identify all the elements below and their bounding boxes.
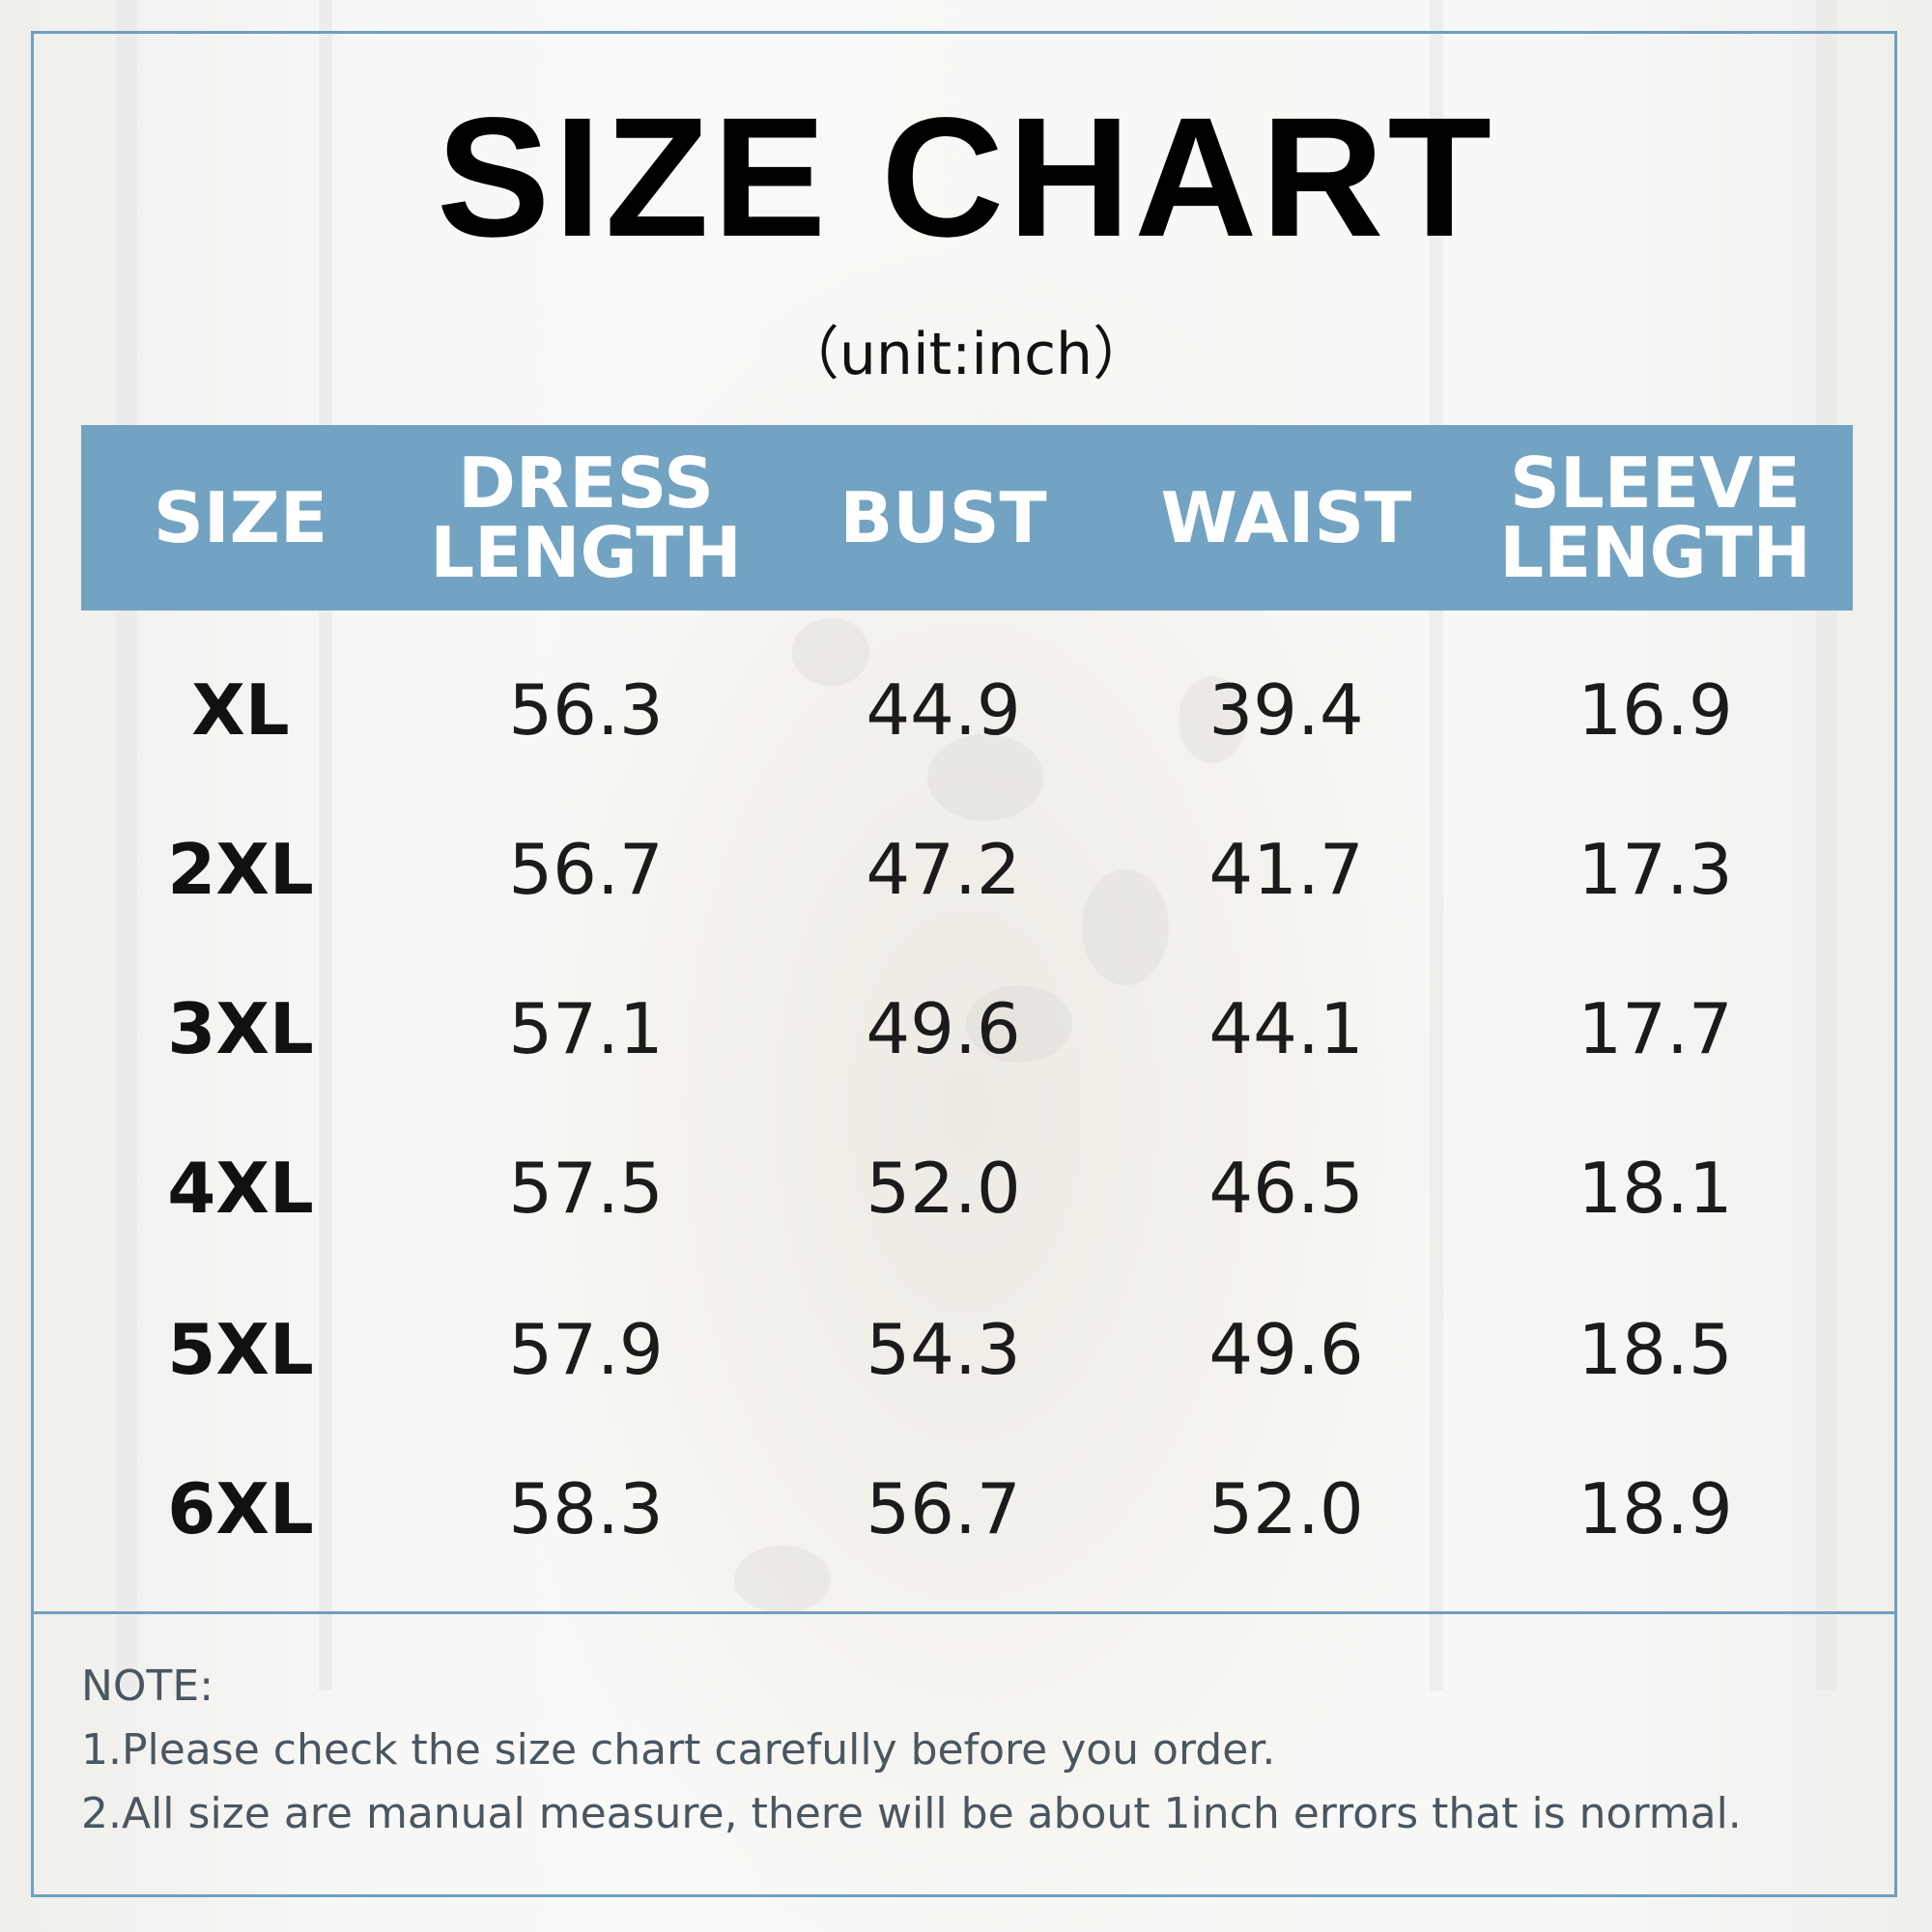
header-sleeve-length: SLEEVE LENGTH [1499, 442, 1811, 593]
note-line-2: 2.All size are manual measure, there wil… [81, 1789, 1742, 1838]
header-bust: BUST [839, 477, 1047, 558]
unit-label: （unit:inch） [781, 321, 1151, 388]
waist-cell: 41.7 [1208, 829, 1364, 910]
header-waist: WAIST [1160, 477, 1412, 558]
sleeve-length-cell: 18.1 [1577, 1148, 1733, 1229]
waist-cell: 49.6 [1208, 1309, 1364, 1390]
sleeve-length-cell: 18.5 [1577, 1309, 1733, 1390]
size-cell: 2XL [167, 829, 314, 910]
chart-frame [31, 31, 1897, 1897]
page-title: SIZE CHART [437, 83, 1495, 272]
note-heading: NOTE: [81, 1662, 214, 1711]
note-line-1: 1.Please check the size chart carefully … [81, 1725, 1276, 1775]
dress-length-cell: 57.5 [508, 1148, 664, 1229]
size-cell: 6XL [167, 1468, 314, 1549]
dress-length-cell: 57.9 [508, 1309, 664, 1390]
sleeve-length-cell: 16.9 [1577, 669, 1733, 751]
bust-cell: 56.7 [866, 1468, 1021, 1549]
header-size: SIZE [153, 477, 328, 558]
bust-cell: 44.9 [866, 669, 1021, 751]
dress-length-cell: 57.1 [508, 988, 664, 1069]
table-row: 5XL 57.9 54.3 49.6 18.5 [0, 1292, 1932, 1407]
waist-cell: 46.5 [1208, 1148, 1364, 1229]
bust-cell: 49.6 [866, 988, 1021, 1069]
table-row: 4XL 57.5 52.0 46.5 18.1 [0, 1130, 1932, 1246]
waist-cell: 39.4 [1208, 669, 1364, 751]
size-cell: XL [191, 669, 290, 751]
sleeve-length-cell: 17.3 [1577, 829, 1733, 910]
table-row: 2XL 56.7 47.2 41.7 17.3 [0, 811, 1932, 927]
size-cell: 5XL [167, 1309, 314, 1390]
sleeve-length-cell: 17.7 [1577, 988, 1733, 1069]
dress-length-cell: 56.3 [508, 669, 664, 751]
table-row: 6XL 58.3 56.7 52.0 18.9 [0, 1451, 1932, 1567]
bust-cell: 47.2 [866, 829, 1021, 910]
bust-cell: 54.3 [866, 1309, 1021, 1390]
waist-cell: 52.0 [1208, 1468, 1364, 1549]
bust-cell: 52.0 [866, 1148, 1021, 1229]
table-header: SIZE DRESS LENGTH BUST WAIST SLEEVE LENG… [81, 425, 1853, 611]
sleeve-length-cell: 18.9 [1577, 1468, 1733, 1549]
table-row: 3XL 57.1 49.6 44.1 17.7 [0, 971, 1932, 1087]
dress-length-cell: 58.3 [508, 1468, 664, 1549]
dress-length-cell: 56.7 [508, 829, 664, 910]
size-cell: 4XL [167, 1148, 314, 1229]
header-dress-length: DRESS LENGTH [430, 442, 742, 593]
notes-divider [33, 1611, 1897, 1614]
waist-cell: 44.1 [1208, 988, 1364, 1069]
size-cell: 3XL [167, 988, 314, 1069]
table-row: XL 56.3 44.9 39.4 16.9 [0, 652, 1932, 768]
